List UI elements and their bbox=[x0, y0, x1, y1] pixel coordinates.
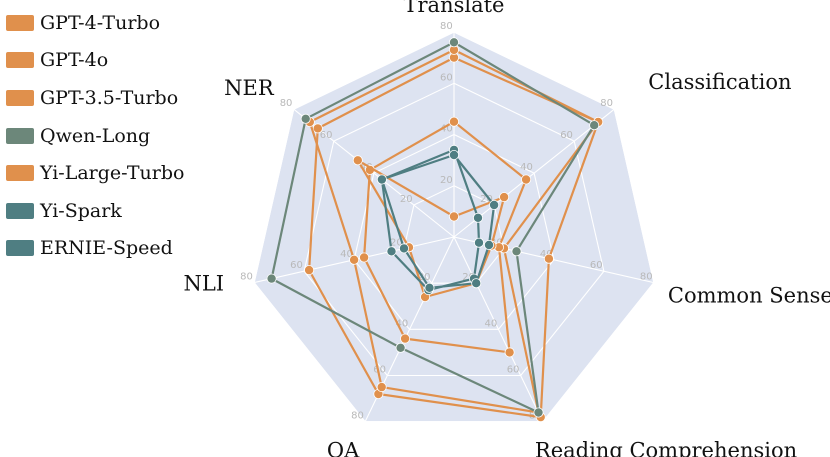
data-point bbox=[511, 246, 522, 257]
axis-label: Reading Comprehension bbox=[535, 439, 797, 457]
tick-label: 80 bbox=[640, 272, 653, 283]
data-point bbox=[448, 37, 459, 48]
axis-label: NLI bbox=[183, 272, 224, 296]
tick-label: 80 bbox=[240, 272, 253, 283]
legend-item: Yi-Spark bbox=[6, 192, 184, 230]
legend-label: Yi-Spark bbox=[40, 199, 122, 222]
tick-label: 20 bbox=[400, 194, 413, 205]
tick-label: 80 bbox=[351, 411, 364, 422]
data-point bbox=[483, 239, 494, 250]
data-point bbox=[521, 174, 532, 185]
tick-label: 20 bbox=[440, 175, 453, 186]
tick-label: 80 bbox=[440, 21, 453, 32]
tick-label: 40 bbox=[396, 318, 409, 329]
data-point bbox=[395, 342, 406, 353]
axis-label: NER bbox=[224, 76, 275, 100]
data-point bbox=[376, 174, 387, 185]
tick-label: 60 bbox=[590, 260, 603, 271]
legend-label: GPT-4-Turbo bbox=[40, 11, 161, 34]
data-point bbox=[400, 333, 411, 344]
legend-item: GPT-3.5-Turbo bbox=[6, 79, 184, 117]
legend-swatch bbox=[6, 165, 34, 182]
grid-ring bbox=[303, 82, 605, 377]
data-point bbox=[376, 382, 387, 393]
grid-ring bbox=[253, 31, 655, 423]
tick-label: 20 bbox=[480, 194, 493, 205]
legend-swatch bbox=[6, 14, 34, 31]
grid-ring bbox=[353, 133, 555, 330]
data-point bbox=[499, 192, 510, 203]
legend-item: ERNIE-Speed bbox=[6, 230, 184, 268]
tick-label: 80 bbox=[280, 98, 293, 109]
tick-label: 20 bbox=[490, 237, 503, 248]
legend-swatch bbox=[6, 202, 34, 219]
data-point bbox=[304, 265, 315, 276]
data-point bbox=[386, 246, 397, 257]
data-point bbox=[471, 278, 482, 289]
legend-swatch bbox=[6, 240, 34, 257]
data-point bbox=[448, 149, 459, 160]
data-point bbox=[312, 123, 323, 134]
data-point bbox=[398, 243, 409, 254]
axis-label: QA bbox=[327, 439, 360, 457]
legend-item: GPT-4o bbox=[6, 42, 184, 80]
tick-label: 80 bbox=[600, 98, 613, 109]
data-point bbox=[589, 120, 600, 131]
tick-label: 60 bbox=[560, 130, 573, 141]
legend-label: Qwen-Long bbox=[40, 124, 151, 147]
tick-label: 40 bbox=[340, 249, 353, 260]
tick-label: 60 bbox=[507, 365, 520, 376]
tick-label: 20 bbox=[390, 237, 403, 248]
series-line bbox=[380, 153, 496, 289]
series-line bbox=[308, 56, 600, 419]
legend-label: ERNIE-Speed bbox=[40, 237, 173, 260]
series-line bbox=[356, 159, 506, 299]
data-point bbox=[489, 199, 500, 210]
data-point bbox=[352, 155, 363, 166]
legend-swatch bbox=[6, 127, 34, 144]
tick-label: 20 bbox=[462, 272, 475, 283]
data-point bbox=[448, 116, 459, 127]
legend-item: Yi-Large-Turbo bbox=[6, 154, 184, 192]
tick-label: 40 bbox=[520, 162, 533, 173]
data-point bbox=[533, 407, 544, 418]
legend-item: Qwen-Long bbox=[6, 117, 184, 155]
data-point bbox=[359, 252, 370, 263]
tick-label: 60 bbox=[373, 365, 386, 376]
legend-label: Yi-Large-Turbo bbox=[40, 162, 185, 185]
axis-label: Translate bbox=[404, 0, 505, 17]
tick-label: 60 bbox=[440, 72, 453, 83]
legend-label: GPT-4o bbox=[40, 49, 109, 72]
data-point bbox=[266, 273, 277, 284]
grid-spoke bbox=[453, 236, 544, 422]
legend: GPT-4-Turbo GPT-4o GPT-3.5-Turbo Qwen-Lo… bbox=[6, 4, 184, 267]
series-line bbox=[363, 120, 528, 354]
data-point bbox=[543, 253, 554, 264]
axis-label: Classification bbox=[648, 70, 791, 94]
legend-item: GPT-4-Turbo bbox=[6, 4, 184, 42]
tick-label: 60 bbox=[320, 130, 333, 141]
series-line bbox=[270, 41, 596, 414]
tick-label: 40 bbox=[440, 124, 453, 135]
data-point bbox=[300, 113, 311, 124]
data-point bbox=[349, 254, 360, 265]
legend-label: GPT-3.5-Turbo bbox=[40, 86, 179, 109]
tick-label: 40 bbox=[540, 249, 553, 260]
data-point bbox=[473, 237, 484, 248]
legend-swatch bbox=[6, 52, 34, 69]
data-point bbox=[448, 211, 459, 222]
tick-label: 40 bbox=[485, 318, 498, 329]
tick-label: 60 bbox=[290, 260, 303, 271]
data-point bbox=[472, 212, 483, 223]
axis-label: Common Sense bbox=[668, 284, 830, 308]
data-point bbox=[504, 347, 515, 358]
legend-swatch bbox=[6, 89, 34, 106]
data-point bbox=[424, 282, 435, 293]
